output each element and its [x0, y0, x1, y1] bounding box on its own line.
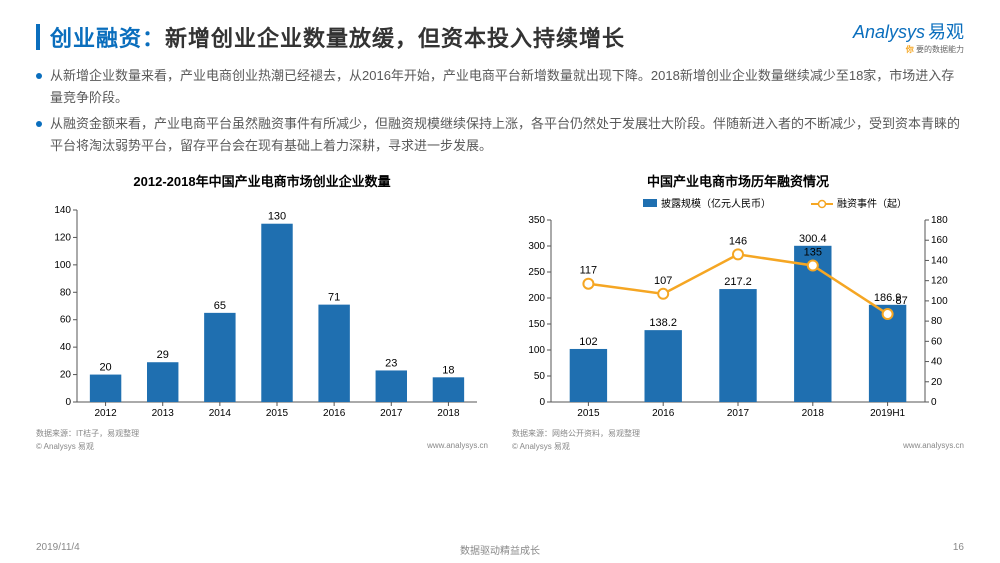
bullet-list: 从新增企业数量来看，产业电商创业热潮已经褪去，从2016年开始，产业电商平台新增… — [36, 65, 964, 157]
svg-text:0: 0 — [539, 397, 545, 408]
svg-text:2019H1: 2019H1 — [870, 408, 905, 419]
chart-right-url: www.analysys.cn — [903, 441, 964, 452]
svg-text:250: 250 — [528, 267, 545, 278]
svg-text:40: 40 — [931, 357, 943, 368]
svg-text:140: 140 — [54, 205, 71, 216]
title-row: 创业融资：新增创业企业数量放缓，但资本投入持续增长 Analysys易观 你 要… — [36, 18, 964, 55]
svg-text:18: 18 — [442, 365, 454, 377]
svg-text:2015: 2015 — [266, 408, 289, 419]
logo-cn: 易观 — [928, 22, 964, 42]
svg-text:350: 350 — [528, 215, 545, 226]
svg-text:80: 80 — [931, 316, 943, 327]
svg-text:120: 120 — [54, 233, 71, 244]
charts-row: 2012-2018年中国产业电商市场创业企业数量 0 20 40 60 80 100 120… — [36, 171, 964, 452]
svg-text:2016: 2016 — [652, 408, 675, 419]
title-prefix: 创业融资： — [50, 26, 165, 51]
chart-left-title: 2012-2018年中国产业电商市场创业企业数量 — [36, 171, 488, 190]
svg-text:138.2: 138.2 — [649, 318, 677, 330]
svg-text:71: 71 — [328, 292, 340, 304]
slide-footer: 2019/11/4 数据驱动精益成长 16 — [0, 542, 1000, 553]
logo-sub-ni: 你 — [906, 45, 914, 54]
svg-text:2012: 2012 — [94, 408, 117, 419]
svg-text:2017: 2017 — [727, 408, 750, 419]
svg-text:300: 300 — [528, 241, 545, 252]
svg-text:150: 150 — [528, 319, 545, 330]
svg-text:100: 100 — [54, 260, 71, 271]
svg-text:29: 29 — [157, 350, 169, 362]
title-left: 创业融资：新增创业企业数量放缓，但资本投入持续增长 — [36, 21, 625, 53]
chart-right-title: 中国产业电商市场历年融资情况 — [512, 171, 964, 190]
chart-left-url: www.analysys.cn — [427, 441, 488, 452]
svg-text:60: 60 — [931, 337, 943, 348]
svg-text:融资事件（起）: 融资事件（起） — [837, 197, 907, 210]
logo-en: Analysys — [853, 22, 925, 42]
bullet-item: 从融资金额来看，产业电商平台虽然融资事件有所减少，但融资规模继续保持上涨，各平台… — [36, 113, 964, 157]
svg-text:2015: 2015 — [577, 408, 600, 419]
svg-text:80: 80 — [60, 288, 72, 299]
svg-text:0: 0 — [931, 397, 937, 408]
svg-text:87: 87 — [895, 295, 907, 307]
title-main: 新增创业企业数量放缓，但资本投入持续增长 — [165, 26, 625, 51]
svg-text:180: 180 — [931, 215, 948, 226]
logo-sub: 你 要的数据能力 — [853, 44, 964, 55]
svg-text:300.4: 300.4 — [799, 233, 827, 245]
svg-text:130: 130 — [268, 211, 286, 223]
svg-text:200: 200 — [528, 293, 545, 304]
svg-text:160: 160 — [931, 236, 948, 247]
svg-text:60: 60 — [60, 315, 72, 326]
chart-right-source: 数据来源：网络公开资料，易观整理 — [512, 428, 964, 439]
svg-text:2018: 2018 — [437, 408, 460, 419]
svg-text:140: 140 — [931, 256, 948, 267]
logo-sub-rest: 要的数据能力 — [914, 45, 964, 54]
chart-left-area: 0 20 40 60 80 100 120 140 20 2012 29 2013 65 2014 130 2… — [36, 196, 488, 426]
svg-text:50: 50 — [534, 371, 546, 382]
svg-text:2016: 2016 — [323, 408, 346, 419]
svg-text:40: 40 — [60, 343, 72, 354]
slide: 创业融资：新增创业企业数量放缓，但资本投入持续增长 Analysys易观 你 要… — [0, 0, 1000, 563]
svg-text:135: 135 — [804, 247, 822, 259]
footer-center: 数据驱动精益成长 — [0, 542, 1000, 557]
svg-text:2013: 2013 — [152, 408, 175, 419]
svg-text:披露规模（亿元人民币）: 披露规模（亿元人民币） — [661, 197, 771, 210]
svg-text:120: 120 — [931, 276, 948, 287]
chart-left-copyright: © Analysys 易观 — [36, 441, 94, 452]
svg-text:146: 146 — [729, 236, 747, 248]
title-bar — [36, 24, 40, 50]
svg-text:2014: 2014 — [209, 408, 232, 419]
svg-text:23: 23 — [385, 358, 397, 370]
chart-left-source: 数据来源：IT桔子，易观整理 — [36, 428, 488, 439]
chart-right-footer: © Analysys 易观 www.analysys.cn — [512, 441, 964, 452]
svg-text:2017: 2017 — [380, 408, 403, 419]
chart-right-block: 中国产业电商市场历年融资情况 披露规模（亿元人民币） 融资事件（起） 0 50 100 1… — [512, 171, 964, 452]
svg-text:0: 0 — [65, 397, 71, 408]
page-title: 创业融资：新增创业企业数量放缓，但资本投入持续增长 — [50, 21, 625, 53]
logo: Analysys易观 你 要的数据能力 — [853, 18, 964, 55]
chart-left-block: 2012-2018年中国产业电商市场创业企业数量 0 20 40 60 80 100 120… — [36, 171, 488, 452]
svg-text:107: 107 — [654, 275, 672, 287]
svg-text:117: 117 — [580, 265, 598, 277]
chart-right-copyright: © Analysys 易观 — [512, 441, 570, 452]
bullet-item: 从新增企业数量来看，产业电商创业热潮已经褪去，从2016年开始，产业电商平台新增… — [36, 65, 964, 109]
svg-text:20: 20 — [60, 370, 72, 381]
svg-text:2018: 2018 — [802, 408, 825, 419]
chart-right-area: 披露规模（亿元人民币） 融资事件（起） 0 50 100 150 200 250 300 350 0… — [512, 196, 964, 426]
svg-text:217.2: 217.2 — [724, 276, 752, 288]
svg-text:100: 100 — [931, 296, 948, 307]
svg-text:102: 102 — [579, 336, 597, 348]
svg-text:65: 65 — [214, 300, 226, 312]
svg-text:100: 100 — [528, 345, 545, 356]
svg-text:20: 20 — [99, 362, 111, 374]
logo-main: Analysys易观 — [853, 18, 964, 44]
chart-left-svg: 0 20 40 60 80 100 120 140 20 2012 29 2013 65 2014 130 2… — [36, 196, 488, 426]
chart-left-footer: © Analysys 易观 www.analysys.cn — [36, 441, 488, 452]
chart-right-svg: 披露规模（亿元人民币） 融资事件（起） 0 50 100 150 200 250 300 350 0… — [512, 196, 964, 426]
svg-text:20: 20 — [931, 377, 943, 388]
